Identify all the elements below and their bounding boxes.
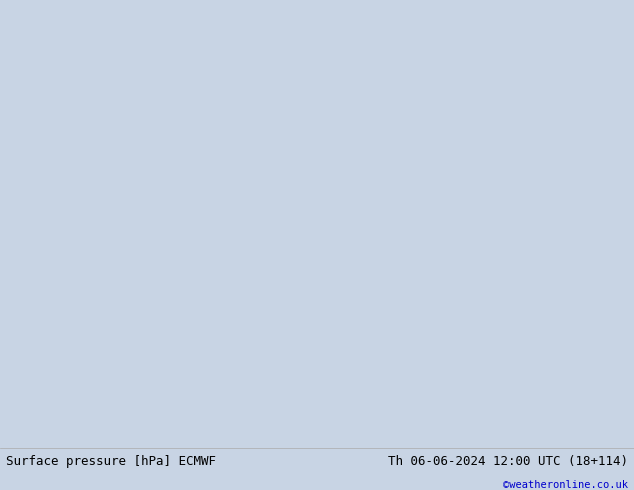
Text: ©weatheronline.co.uk: ©weatheronline.co.uk [503,480,628,490]
Text: Th 06-06-2024 12:00 UTC (18+114): Th 06-06-2024 12:00 UTC (18+114) [387,455,628,468]
Text: Surface pressure [hPa] ECMWF: Surface pressure [hPa] ECMWF [6,455,216,468]
